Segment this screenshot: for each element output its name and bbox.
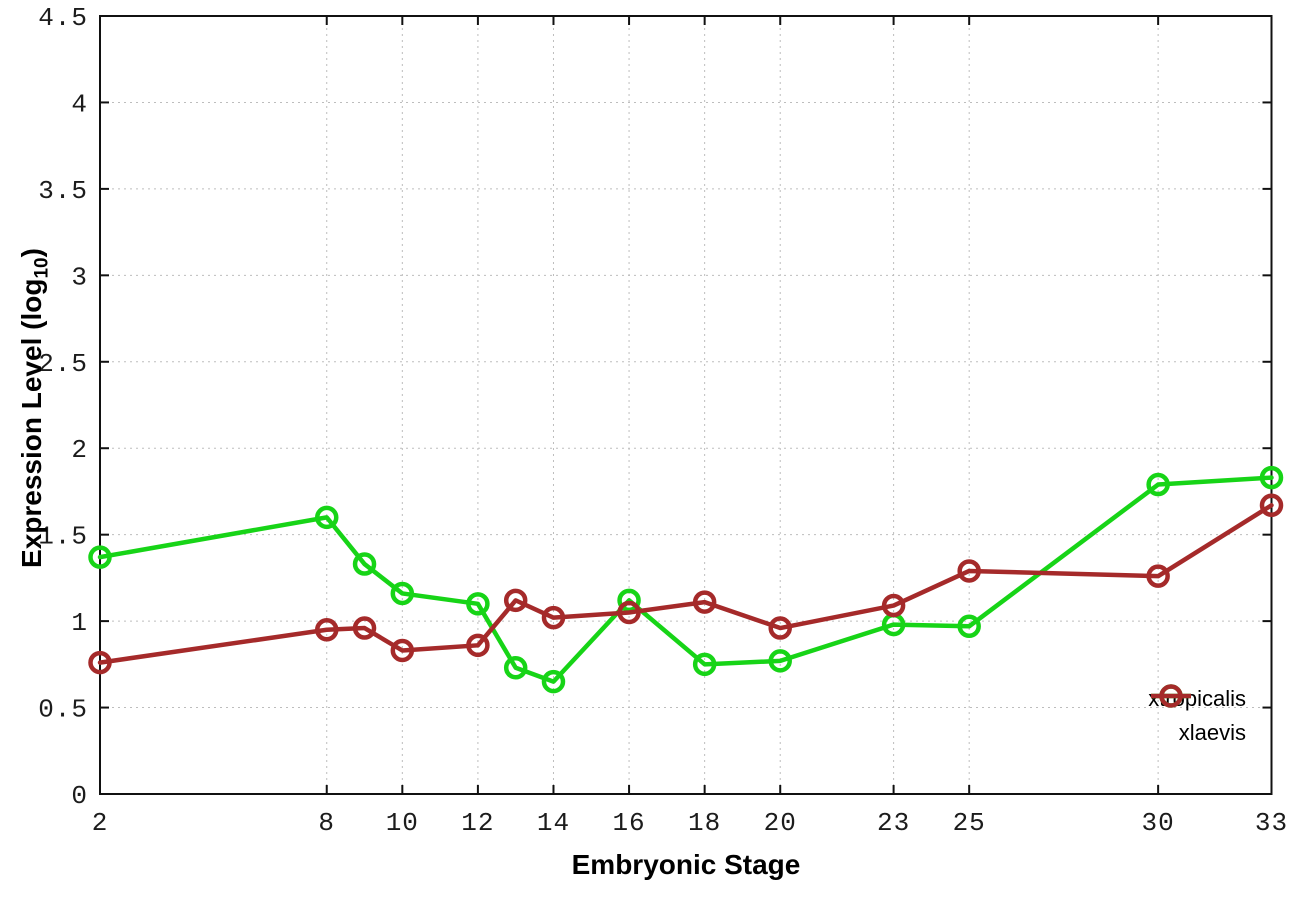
data-point-xtropicalis: [768, 649, 792, 673]
data-point-xtropicalis: [1259, 465, 1284, 490]
data-point-xlaevis: [957, 559, 981, 583]
data-point-xlaevis: [314, 618, 339, 642]
data-point-xlaevis: [466, 633, 490, 658]
x-tick-label: 33: [1255, 808, 1288, 838]
x-tick-label: 23: [877, 808, 910, 838]
plot-border: [99, 15, 1273, 795]
x-tick-label: 30: [1142, 808, 1175, 838]
x-tick-label: 20: [764, 808, 797, 838]
y-tick-label: 2.5: [38, 349, 88, 379]
data-point-xtropicalis: [88, 545, 112, 569]
data-point-xlaevis: [352, 616, 377, 640]
x-tick-label: 2: [92, 808, 109, 838]
data-point-xtropicalis: [957, 614, 981, 639]
data-point-xlaevis: [768, 616, 792, 640]
y-axis-title-text: Expression Level (log: [16, 278, 47, 568]
data-point-xtropicalis: [541, 669, 566, 694]
x-tick-label: 8: [318, 808, 335, 838]
data-point-xtropicalis: [352, 552, 377, 576]
data-point-xlaevis: [617, 600, 641, 625]
data-point-xlaevis: [390, 638, 415, 663]
legend-item-xlaevis: xlaevis: [1148, 684, 1256, 750]
y-tick-label: 0: [71, 781, 88, 811]
data-point-xtropicalis: [617, 588, 641, 613]
x-axis-title: Embryonic Stage: [571, 849, 801, 880]
y-axis-title: Expression Level (log10): [16, 228, 53, 588]
y-tick-label: 2: [71, 435, 88, 465]
data-point-xtropicalis: [466, 592, 490, 616]
legend-label-xlaevis: xlaevis: [1178, 720, 1246, 745]
x-tick-label: 18: [688, 808, 721, 838]
y-tick-label: 1: [71, 608, 88, 638]
y-tick-label: 1.5: [38, 522, 88, 552]
legend-point-sample: [1159, 684, 1183, 708]
legend-marker-xlaevis-icon: [1151, 684, 1192, 708]
data-point-xlaevis: [541, 605, 566, 630]
y-tick-label: 3.5: [38, 176, 88, 206]
data-point-xlaevis: [88, 650, 112, 675]
data-point-xlaevis: [1259, 493, 1284, 518]
x-tick-label: 12: [461, 808, 494, 838]
data-point-xlaevis: [692, 590, 717, 614]
y-axis-title-close-paren: ): [16, 248, 47, 258]
y-tick-label: 4.5: [38, 3, 88, 33]
y-tick-label: 4: [71, 89, 88, 119]
y-axis-title-subscript: 10: [31, 257, 53, 279]
x-tick-label: 10: [386, 808, 419, 838]
data-point-xtropicalis: [503, 656, 528, 680]
data-point-xlaevis: [503, 588, 528, 613]
y-tick-label: 3: [71, 262, 88, 292]
data-point-xlaevis: [1146, 564, 1170, 588]
data-point-xtropicalis: [1146, 472, 1170, 497]
y-tick-label: 0.5: [38, 695, 88, 725]
series-line-xtropicalis: [97, 475, 1274, 684]
data-point-xtropicalis: [390, 581, 415, 606]
x-tick-label: 25: [953, 808, 986, 838]
legend: xtropicalis xlaevis: [1148, 682, 1256, 750]
data-point-xtropicalis: [314, 505, 339, 530]
x-tick-label: 16: [612, 808, 645, 838]
data-point-xlaevis: [881, 593, 906, 618]
x-tick-label: 14: [537, 808, 570, 838]
data-point-xtropicalis: [692, 652, 717, 677]
